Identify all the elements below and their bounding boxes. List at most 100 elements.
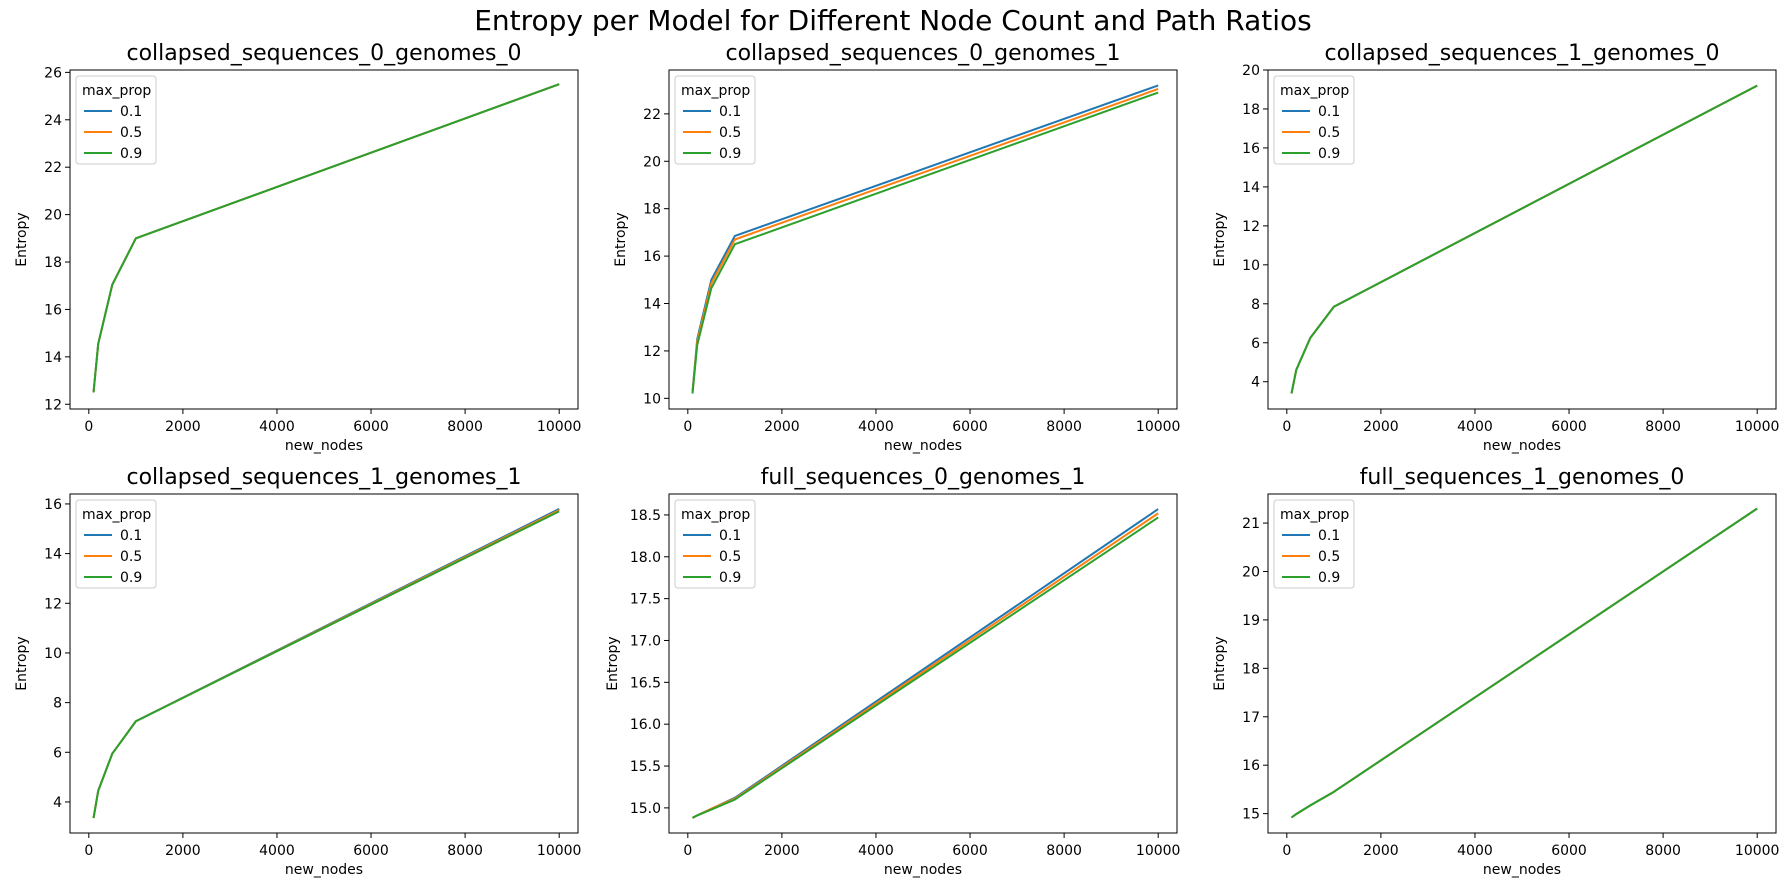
x-tick-label: 8000 xyxy=(447,843,483,859)
legend-entry-0-9: 0.9 xyxy=(719,570,741,586)
series-line-0-5 xyxy=(92,83,560,393)
y-tick-label: 15 xyxy=(1242,807,1260,823)
series-line-0-5 xyxy=(691,88,1159,393)
legend-title: max_prop xyxy=(82,507,151,523)
y-tick-label: 15.0 xyxy=(630,801,661,817)
y-axis-label: Entropy xyxy=(613,212,629,266)
legend-entry-0-1: 0.1 xyxy=(1318,528,1340,544)
legend-box xyxy=(1273,499,1355,589)
x-tick-label: 8000 xyxy=(1645,419,1681,435)
x-tick-label: 10000 xyxy=(1136,419,1181,435)
y-tick-label: 20 xyxy=(1242,564,1260,580)
x-tick-label: 8000 xyxy=(447,419,483,435)
y-tick-label: 14 xyxy=(1242,180,1260,196)
legend-box xyxy=(1273,75,1355,165)
legend-title: max_prop xyxy=(681,507,750,523)
legend: max_prop 0.1 0.5 0.9 xyxy=(1273,499,1355,589)
subplot-title: full_sequences_0_genomes_1 xyxy=(761,465,1086,490)
x-tick-label: 2000 xyxy=(1363,419,1399,435)
subplot-6: full_sequences_1_genomes_0 0 2000 4000 6000 8… xyxy=(1212,465,1779,878)
x-tick-label: 6000 xyxy=(1551,843,1587,859)
y-tick-label: 12 xyxy=(643,344,661,360)
y-tick-label: 16.5 xyxy=(630,675,661,691)
legend-entry-0-5: 0.5 xyxy=(1318,125,1340,141)
x-tick-label: 2000 xyxy=(764,419,800,435)
y-tick-label: 16.0 xyxy=(630,717,661,733)
y-tick-label: 14 xyxy=(44,350,62,366)
legend-entry-0-5: 0.5 xyxy=(719,549,741,565)
y-tick-label: 18.5 xyxy=(630,508,661,524)
x-tick-label: 4000 xyxy=(1457,843,1493,859)
legend-box xyxy=(674,75,756,165)
series-line-0-9 xyxy=(692,516,1159,819)
legend-entry-0-5: 0.5 xyxy=(1318,549,1340,565)
x-tick-label: 0 xyxy=(84,843,93,859)
y-tick-label: 20 xyxy=(1242,63,1260,79)
y-tick-label: 19 xyxy=(1242,613,1260,629)
legend-entry-0-5: 0.5 xyxy=(120,125,142,141)
y-tick-label: 16 xyxy=(44,497,62,513)
series-line-0-9 xyxy=(1290,84,1758,394)
x-tick-label: 6000 xyxy=(1551,419,1587,435)
legend-entry-0-1: 0.1 xyxy=(120,528,142,544)
y-tick-label: 8 xyxy=(53,696,62,712)
legend-entry-0-1: 0.1 xyxy=(1318,104,1340,120)
x-tick-label: 0 xyxy=(84,419,93,435)
x-tick-label: 4000 xyxy=(1457,419,1493,435)
legend-box xyxy=(75,75,157,165)
x-axis-label: new_nodes xyxy=(1483,862,1561,878)
y-tick-label: 17.0 xyxy=(630,633,661,649)
series-line-0-1 xyxy=(1290,84,1758,394)
y-axis-label: Entropy xyxy=(14,212,30,266)
x-tick-label: 8000 xyxy=(1046,843,1082,859)
subplot-title: full_sequences_1_genomes_0 xyxy=(1360,465,1685,490)
x-tick-label: 4000 xyxy=(858,843,894,859)
x-tick-label: 2000 xyxy=(764,843,800,859)
y-tick-label: 4 xyxy=(1251,375,1260,391)
subplot-title: collapsed_sequences_0_genomes_0 xyxy=(127,41,522,66)
x-tick-label: 6000 xyxy=(952,843,988,859)
y-tick-label: 14 xyxy=(44,547,62,563)
legend-title: max_prop xyxy=(681,83,750,99)
series-line-0-5 xyxy=(1290,84,1758,394)
subplot-2: collapsed_sequences_0_genomes_1 0 2000 4000… xyxy=(613,41,1180,454)
legend-entry-0-9: 0.9 xyxy=(1318,570,1340,586)
series-line-0-1 xyxy=(92,508,560,819)
legend-entry-0-5: 0.5 xyxy=(719,125,741,141)
x-tick-label: 4000 xyxy=(259,419,295,435)
y-tick-label: 10 xyxy=(1242,258,1260,274)
x-tick-label: 2000 xyxy=(165,419,201,435)
y-tick-label: 24 xyxy=(44,113,62,129)
legend-entry-0-5: 0.5 xyxy=(120,549,142,565)
x-tick-label: 4000 xyxy=(259,843,295,859)
x-tick-label: 0 xyxy=(1282,843,1291,859)
y-tick-label: 18 xyxy=(44,255,62,271)
y-tick-label: 26 xyxy=(44,65,62,81)
axes-frame xyxy=(69,493,579,834)
y-tick-label: 10 xyxy=(643,391,661,407)
x-tick-label: 0 xyxy=(1282,419,1291,435)
y-tick-label: 16 xyxy=(643,249,661,265)
legend-title: max_prop xyxy=(82,83,151,99)
legend-entry-0-1: 0.1 xyxy=(719,104,741,120)
x-tick-label: 6000 xyxy=(952,419,988,435)
y-tick-label: 18 xyxy=(1242,661,1260,677)
legend-entry-0-1: 0.1 xyxy=(719,528,741,544)
legend: max_prop 0.1 0.5 0.9 xyxy=(75,75,157,165)
subplot-5: full_sequences_0_genomes_1 0 2000 4000 6000 8… xyxy=(605,465,1180,878)
subplot-title: collapsed_sequences_1_genomes_1 xyxy=(127,465,522,490)
x-axis-label: new_nodes xyxy=(285,862,363,878)
legend: max_prop 0.1 0.5 0.9 xyxy=(75,499,157,589)
x-tick-label: 10000 xyxy=(537,419,582,435)
y-tick-label: 17.5 xyxy=(630,592,661,608)
legend-entry-0-1: 0.1 xyxy=(120,104,142,120)
series-line-0-9 xyxy=(92,83,560,393)
series-line-0-1 xyxy=(691,84,1159,392)
axes-frame xyxy=(1267,69,1777,410)
y-tick-label: 12 xyxy=(44,596,62,612)
y-tick-label: 6 xyxy=(1251,336,1260,352)
y-axis-label: Entropy xyxy=(1212,636,1228,690)
series-line-0-5 xyxy=(92,509,560,819)
x-tick-label: 10000 xyxy=(1735,419,1780,435)
